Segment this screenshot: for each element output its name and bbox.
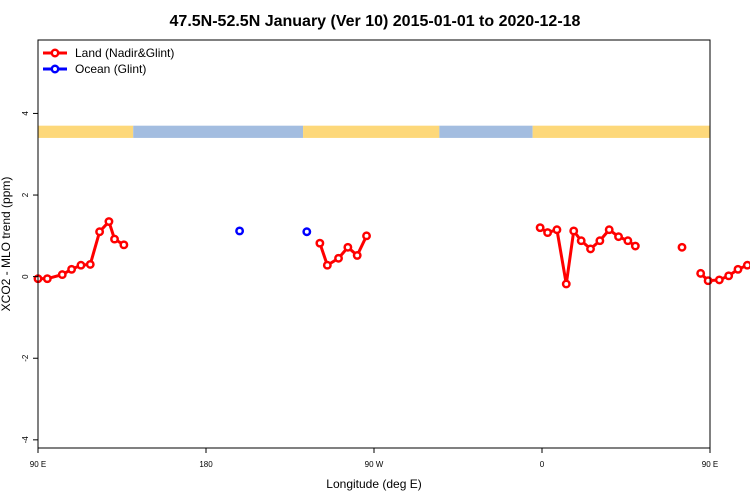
x-tick-label: 90 E: [702, 460, 718, 469]
x-axis: 90 E 180 90 W 0 90 E: [30, 448, 718, 469]
data-point: [110, 234, 119, 244]
legend: Land (Nadir&Glint) Ocean (Glint): [43, 46, 174, 76]
data-point: [535, 223, 545, 233]
data-point: [235, 226, 245, 236]
data-point: [343, 242, 353, 252]
series-1: [235, 226, 312, 237]
data-point: [576, 236, 586, 246]
data-point: [302, 227, 312, 237]
data-point: [104, 217, 114, 227]
strip-land: [532, 125, 710, 138]
data-point: [595, 236, 605, 246]
data-point: [677, 242, 687, 252]
data-point: [552, 225, 562, 235]
plot-frame: [37, 39, 711, 449]
data-point: [67, 264, 77, 274]
data-point: [76, 260, 86, 270]
data-point: [561, 279, 571, 289]
legend-swatch-marker: [50, 48, 60, 58]
data-point: [569, 226, 579, 236]
data-point: [315, 238, 325, 248]
y-axis-label: XCO2 - MLO trend (ppm): [0, 177, 13, 312]
series-line: [38, 218, 125, 281]
series-0: [33, 217, 750, 289]
y-tick-label: 0: [21, 274, 30, 279]
data-point: [623, 236, 633, 246]
data-point: [42, 274, 52, 284]
data-point: [733, 264, 743, 274]
x-tick-label: 0: [540, 460, 545, 469]
data-point: [586, 244, 595, 254]
strip-land: [303, 125, 440, 138]
data-point: [714, 275, 724, 285]
data-point: [95, 227, 105, 237]
chart-title: 47.5N-52.5N January (Ver 10) 2015-01-01 …: [170, 13, 581, 30]
data-point: [85, 259, 95, 269]
x-tick-label: 90 E: [30, 460, 46, 469]
y-tick-label: -4: [21, 436, 30, 444]
data-point: [630, 241, 640, 251]
y-tick-label: 2: [21, 192, 30, 197]
strip-land: [38, 125, 134, 138]
plot-area: [33, 125, 750, 289]
strip-ocean: [133, 125, 304, 138]
data-point: [119, 240, 129, 250]
legend-swatch-marker: [50, 64, 60, 74]
legend-label: Land (Nadir&Glint): [75, 46, 174, 60]
x-tick-label: 180: [199, 460, 213, 469]
data-point: [322, 260, 332, 270]
y-axis: -4 -2 0 2 4: [21, 111, 38, 444]
series-line: [699, 263, 750, 283]
data-point: [543, 228, 553, 238]
y-tick-label: 4: [21, 111, 30, 116]
strip-ocean: [439, 125, 533, 138]
data-point: [334, 253, 343, 263]
data-point: [604, 225, 614, 235]
data-point: [352, 250, 362, 260]
data-point: [57, 270, 67, 280]
data-point: [362, 231, 371, 241]
legend-label: Ocean (Glint): [75, 62, 146, 76]
data-point: [724, 271, 734, 281]
x-axis-label: Longitude (deg E): [326, 477, 421, 491]
y-tick-label: -2: [21, 354, 30, 362]
x-tick-label: 90 W: [365, 460, 384, 469]
data-point: [614, 232, 623, 242]
data-point: [696, 268, 706, 278]
data-point: [742, 260, 750, 270]
